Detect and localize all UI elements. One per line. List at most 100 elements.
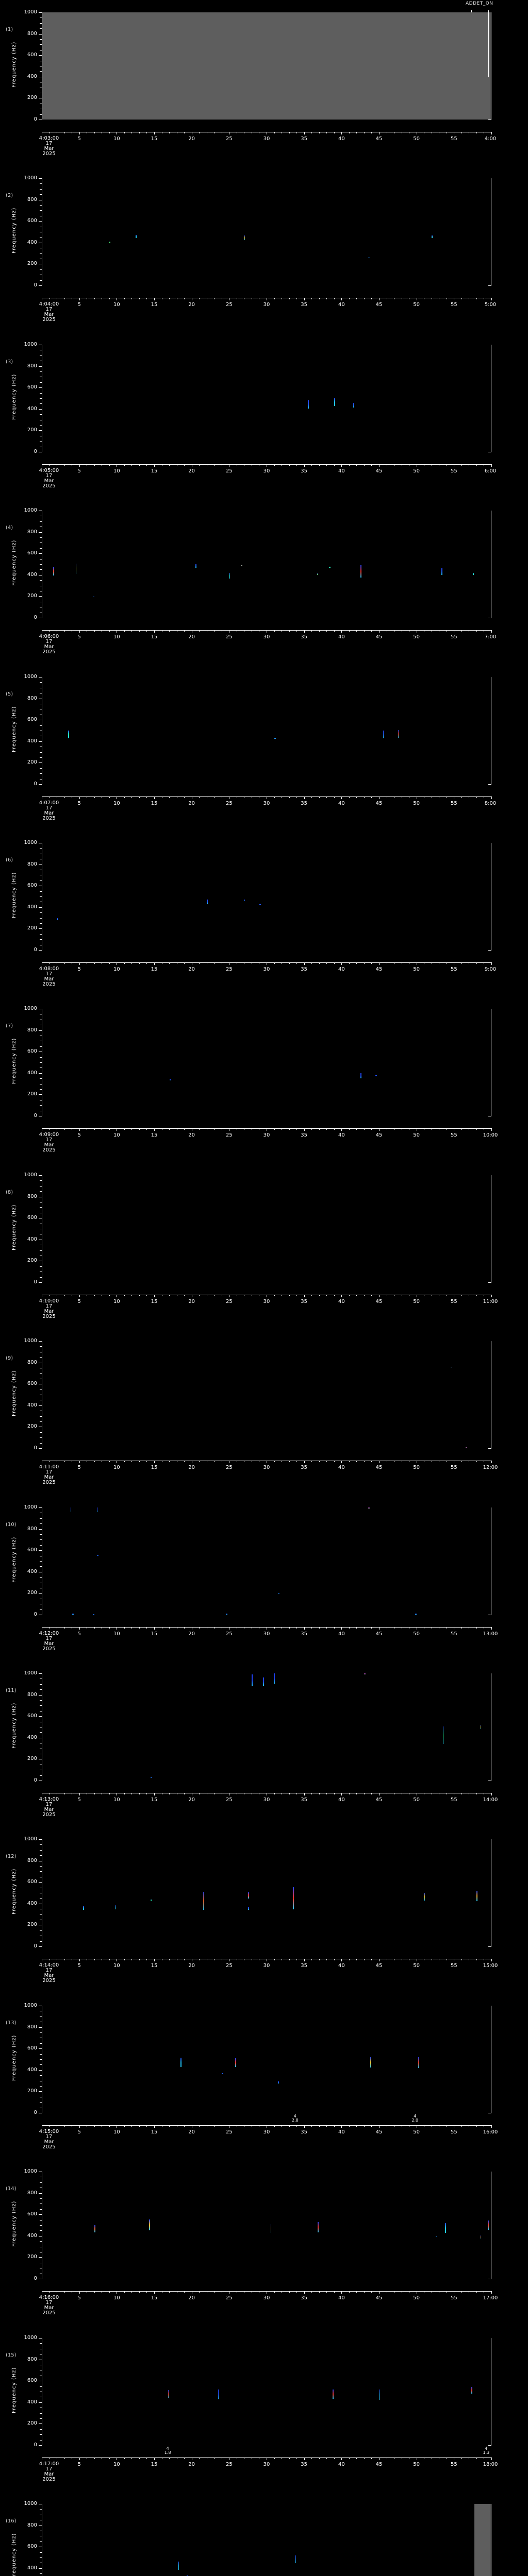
x-axis-minor-tick-mark (356, 132, 357, 133)
spectrogram-plot-area[interactable] (42, 1673, 491, 1781)
x-axis-minor-tick-mark (184, 132, 185, 133)
x-axis-minor-tick-mark (461, 1959, 462, 1960)
x-axis-tick-label: 25 (225, 967, 233, 972)
y-axis-label: Frequency (Hz) (11, 2200, 17, 2247)
y-axis-tick-mark (39, 1882, 42, 1883)
x-axis-start-datetime-label: 4:13:00 17 Mar 2025 (39, 1797, 59, 1818)
x-axis-end-time-label: 7:00 (484, 634, 497, 640)
detection-trace (83, 1906, 84, 1910)
x-axis-tick-label: 30 (263, 1299, 270, 1304)
x-axis-minor-tick-mark (139, 1793, 140, 1794)
x-axis-tick-label: 55 (450, 1132, 457, 1138)
x-axis-minor-tick-mark (319, 1128, 320, 1130)
x-axis-minor-tick-mark (289, 2458, 290, 2459)
y-axis-minor-tick-mark (40, 1898, 42, 1899)
x-axis-minor-tick-mark (146, 1461, 147, 1462)
spectrogram-plot-area[interactable] (42, 2006, 491, 2113)
x-axis-minor-tick-mark (131, 630, 133, 632)
y-axis-minor-tick-mark (40, 896, 42, 897)
y-axis-tick-label: 800 (27, 861, 37, 867)
x-axis-minor-tick-mark (349, 630, 350, 632)
x-axis-tick-label: 5 (77, 468, 81, 474)
detection-trace (445, 2223, 446, 2233)
x-axis-minor-tick-mark (64, 464, 65, 466)
x-axis-minor-tick-mark (476, 962, 477, 964)
x-axis-date-day: 17 (45, 971, 53, 977)
y-axis-tick-label: 800 (27, 1857, 37, 1863)
x-axis-date-year: 2025 (42, 816, 56, 821)
y-axis-tick-mark (39, 285, 42, 286)
spectrogram-plot-area[interactable] (42, 1009, 491, 1116)
x-axis-minor-tick-mark (319, 1959, 320, 1960)
y-axis-minor-tick-mark (40, 558, 42, 560)
spectrogram-plot-area[interactable] (42, 178, 491, 285)
x-axis-minor-tick-mark (349, 1793, 350, 1794)
y-axis-tick-mark (39, 1175, 42, 1176)
spectrogram-plot-area[interactable] (42, 1507, 491, 1615)
spectrogram-plot-area[interactable] (42, 12, 491, 120)
x-axis-minor-tick-mark (356, 1959, 357, 1960)
x-axis-minor-tick-mark (461, 1461, 462, 1462)
x-axis-minor-tick-mark (311, 1295, 312, 1296)
y-axis-tick-mark (39, 1673, 42, 1674)
y-axis-minor-tick-mark (40, 2413, 42, 2414)
y-axis-minor-tick-mark (40, 1389, 42, 1390)
x-axis-date-year: 2025 (42, 1978, 56, 1984)
y-axis-minor-tick-mark (40, 1185, 42, 1187)
x-axis-start-time: 4:17:00 (39, 2461, 59, 2467)
x-axis-start-datetime-label: 4:11:00 17 Mar 2025 (39, 1465, 59, 1485)
spectrogram-plot-area[interactable] (42, 1341, 491, 1448)
x-axis-start-time: 4:15:00 (39, 2129, 59, 2134)
x-axis-start-time: 4:03:00 (39, 135, 59, 141)
x-axis-minor-tick-mark (94, 2125, 95, 2127)
y-axis-tick-label: 600 (27, 384, 37, 391)
x-axis-start-datetime-label: 4:15:00 17 Mar 2025 (39, 2129, 59, 2150)
x-axis-tick-label: 45 (375, 2462, 383, 2467)
x-axis-tick-mark (341, 630, 342, 633)
x-axis-tick-label: 40 (338, 1132, 345, 1138)
x-axis-minor-tick-mark (334, 1128, 335, 1130)
spectrogram-plot-area[interactable] (42, 511, 491, 618)
x-axis-minor-tick-mark (146, 1627, 147, 1629)
x-axis-tick-mark (304, 1793, 305, 1795)
x-axis-tick-label: 5 (77, 1631, 81, 1637)
detection-trace (72, 1614, 74, 1615)
x-axis-tick-mark (79, 1461, 80, 1463)
spectrogram-plot-area[interactable] (42, 1839, 491, 1946)
spectrogram-plot-area[interactable] (42, 2504, 491, 2576)
x-axis-minor-tick-mark (139, 132, 140, 133)
x-axis-tick-mark (491, 464, 492, 467)
x-axis-tick-mark (341, 298, 342, 300)
spectrogram-plot-area[interactable] (42, 677, 491, 784)
x-axis-date-month: Mar (44, 478, 54, 484)
x-axis-tick-label: 30 (263, 967, 270, 972)
y-axis-tick-mark (39, 950, 42, 951)
x-axis-start-time: 4:06:00 (39, 634, 59, 639)
spectrogram-plot-area[interactable] (42, 345, 491, 452)
x-axis-tick-label: 5 (77, 634, 81, 640)
y-axis-tick-label: 600 (27, 52, 37, 58)
spectrogram-plot-area[interactable] (42, 2338, 491, 2445)
spectrogram-plot-area[interactable] (42, 1175, 491, 1282)
x-axis-minor-tick-mark (461, 298, 462, 299)
x-axis-tick-mark (491, 298, 492, 300)
y-axis-tick-label: 400 (27, 1070, 37, 1076)
y-axis-tick-label: 200 (27, 759, 37, 766)
x-axis-tick-mark (304, 1461, 305, 1463)
x-axis-minor-tick-mark (364, 1793, 365, 1794)
x-axis-minor-tick-mark (274, 132, 275, 133)
x-axis-minor-tick-mark (476, 298, 477, 299)
y-axis-minor-tick-mark (40, 848, 42, 849)
x-axis-minor-tick-mark (199, 796, 200, 798)
x-axis-tick-mark (154, 298, 155, 300)
spectrogram-plot-area[interactable] (42, 843, 491, 950)
spectrogram-plot-area[interactable] (42, 2172, 491, 2279)
x-axis-date-year: 2025 (42, 1812, 56, 1818)
x-axis-minor-tick-mark (356, 1793, 357, 1794)
x-axis-minor-tick-mark (64, 1128, 65, 1130)
y-axis-tick-mark (39, 1593, 42, 1594)
y-axis-minor-tick-mark (40, 1609, 42, 1610)
x-axis-minor-tick-mark (131, 796, 133, 798)
detection-trace (93, 596, 95, 598)
x-axis-minor-tick-mark (296, 1128, 298, 1130)
